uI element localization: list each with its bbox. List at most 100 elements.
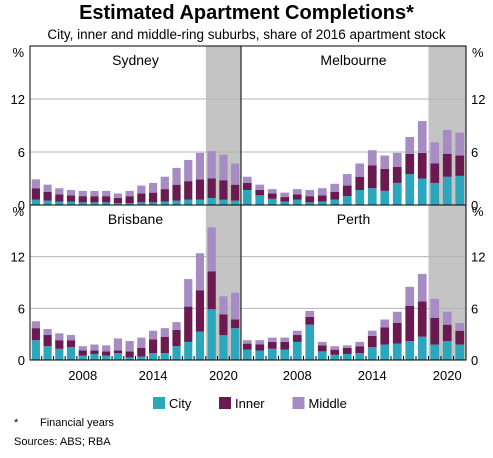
- bar-sydney-city: [43, 200, 52, 205]
- bar-sydney-city: [148, 202, 158, 205]
- bar-sydney-city: [184, 199, 193, 205]
- bar-brisbane-city: [219, 335, 228, 360]
- bar-brisbane-city: [207, 309, 216, 360]
- bar-perth-middle: [280, 337, 290, 342]
- bar-sydney-city: [172, 200, 181, 205]
- plot-frame: [29, 45, 467, 361]
- bar-sydney-inner: [90, 196, 99, 203]
- bar-brisbane-inner: [113, 350, 123, 354]
- bar-brisbane-middle: [102, 345, 111, 352]
- y-tick-label-left: 6: [18, 301, 25, 316]
- bar-sydney-inner: [195, 179, 205, 200]
- bar-melbourne-inner: [305, 196, 315, 203]
- bar-sydney-middle: [125, 190, 134, 197]
- bar-perth-inner: [305, 316, 315, 325]
- bar-perth-middle: [355, 341, 365, 347]
- bar-sydney-inner: [148, 192, 158, 203]
- bar-sydney-city: [90, 202, 99, 205]
- bar-perth-inner: [317, 345, 327, 352]
- bar-melbourne-inner: [255, 189, 265, 196]
- bar-melbourne-middle: [367, 150, 377, 166]
- bar-melbourne-inner: [405, 153, 415, 175]
- y-tick-label-left: 6: [18, 145, 25, 160]
- bar-sydney-city: [113, 203, 123, 205]
- bar-melbourne-inner: [430, 163, 440, 183]
- bar-perth-inner: [255, 344, 265, 351]
- bar-brisbane-inner: [31, 328, 40, 341]
- legend-label-inner: Inner: [235, 396, 265, 411]
- bar-sydney-middle: [160, 176, 169, 190]
- y-tick-label-left: 0: [18, 198, 25, 213]
- y-tick-label-right: 6: [471, 145, 478, 160]
- bar-perth-inner: [355, 346, 365, 354]
- bar-brisbane-city: [113, 353, 123, 360]
- bar-melbourne-city: [242, 189, 252, 205]
- bar-perth-inner: [417, 301, 427, 337]
- bar-sydney-middle: [231, 163, 240, 185]
- bar-melbourne-city: [380, 190, 390, 205]
- bar-melbourne-city: [305, 202, 315, 205]
- bar-perth-city: [430, 344, 440, 360]
- bar-perth-middle: [267, 337, 277, 342]
- bar-brisbane-middle: [172, 322, 181, 330]
- bar-melbourne-middle: [430, 142, 440, 164]
- bar-melbourne-inner: [242, 182, 252, 190]
- bar-sydney-middle: [219, 154, 228, 181]
- bar-perth-city: [305, 324, 315, 360]
- bar-sydney-middle: [195, 152, 205, 180]
- bar-perth-city: [367, 347, 377, 360]
- legend-label-middle: Middle: [309, 396, 347, 411]
- bar-melbourne-city: [455, 175, 465, 205]
- bar-perth-inner: [330, 349, 340, 355]
- bar-brisbane-city: [195, 331, 205, 360]
- bar-brisbane-middle: [160, 328, 169, 337]
- bar-brisbane-inner: [43, 335, 52, 347]
- legend-swatch-inner: [219, 397, 231, 409]
- bar-sydney-city: [160, 201, 169, 205]
- bar-melbourne-middle: [342, 174, 352, 186]
- y-tick-label-right: 6: [471, 301, 478, 316]
- bar-perth-city: [292, 341, 302, 360]
- bar-melbourne-inner: [355, 176, 365, 190]
- bar-melbourne-city: [355, 189, 365, 205]
- bar-perth-city: [267, 348, 277, 360]
- bar-sydney-middle: [207, 151, 216, 179]
- legend-swatch-middle: [292, 397, 305, 409]
- bar-perth-inner: [367, 335, 377, 348]
- bar-brisbane-middle: [207, 227, 216, 272]
- bar-sydney-inner: [102, 196, 111, 203]
- panel-title-perth: Perth: [337, 211, 370, 227]
- bar-melbourne-city: [442, 176, 452, 205]
- bar-sydney-inner: [172, 184, 181, 201]
- bar-perth-city: [317, 351, 327, 360]
- bar-brisbane-inner: [78, 350, 87, 356]
- x-tick-label: 2008: [283, 368, 312, 383]
- bar-perth-inner: [455, 330, 465, 345]
- bar-perth-middle: [380, 319, 390, 328]
- bar-perth-middle: [417, 273, 427, 302]
- bar-sydney-city: [137, 202, 146, 205]
- bar-sydney-middle: [172, 167, 181, 185]
- bar-melbourne-inner: [392, 167, 402, 183]
- bar-sydney-inner: [78, 196, 87, 203]
- bar-sydney-city: [231, 200, 240, 205]
- bar-brisbane-middle: [78, 346, 87, 351]
- bar-sydney-middle: [137, 185, 146, 194]
- bar-perth-city: [242, 349, 252, 360]
- chart-title: Estimated Apartment Completions*: [79, 2, 414, 24]
- bar-brisbane-inner: [160, 336, 169, 354]
- bar-perth-middle: [442, 311, 452, 325]
- bar-brisbane-middle: [231, 292, 240, 320]
- bar-sydney-city: [219, 199, 228, 205]
- bar-brisbane-middle: [125, 341, 134, 352]
- y-tick-label-right: 12: [471, 250, 485, 265]
- x-tick-label: 2020: [209, 368, 238, 383]
- bar-sydney-city: [207, 197, 216, 205]
- bar-brisbane-city: [160, 353, 169, 360]
- bar-melbourne-inner: [292, 194, 302, 200]
- bar-brisbane-city: [90, 353, 99, 360]
- bar-perth-inner: [242, 343, 252, 350]
- y-tick-label-right: 12: [471, 92, 485, 107]
- bar-melbourne-city: [417, 178, 427, 205]
